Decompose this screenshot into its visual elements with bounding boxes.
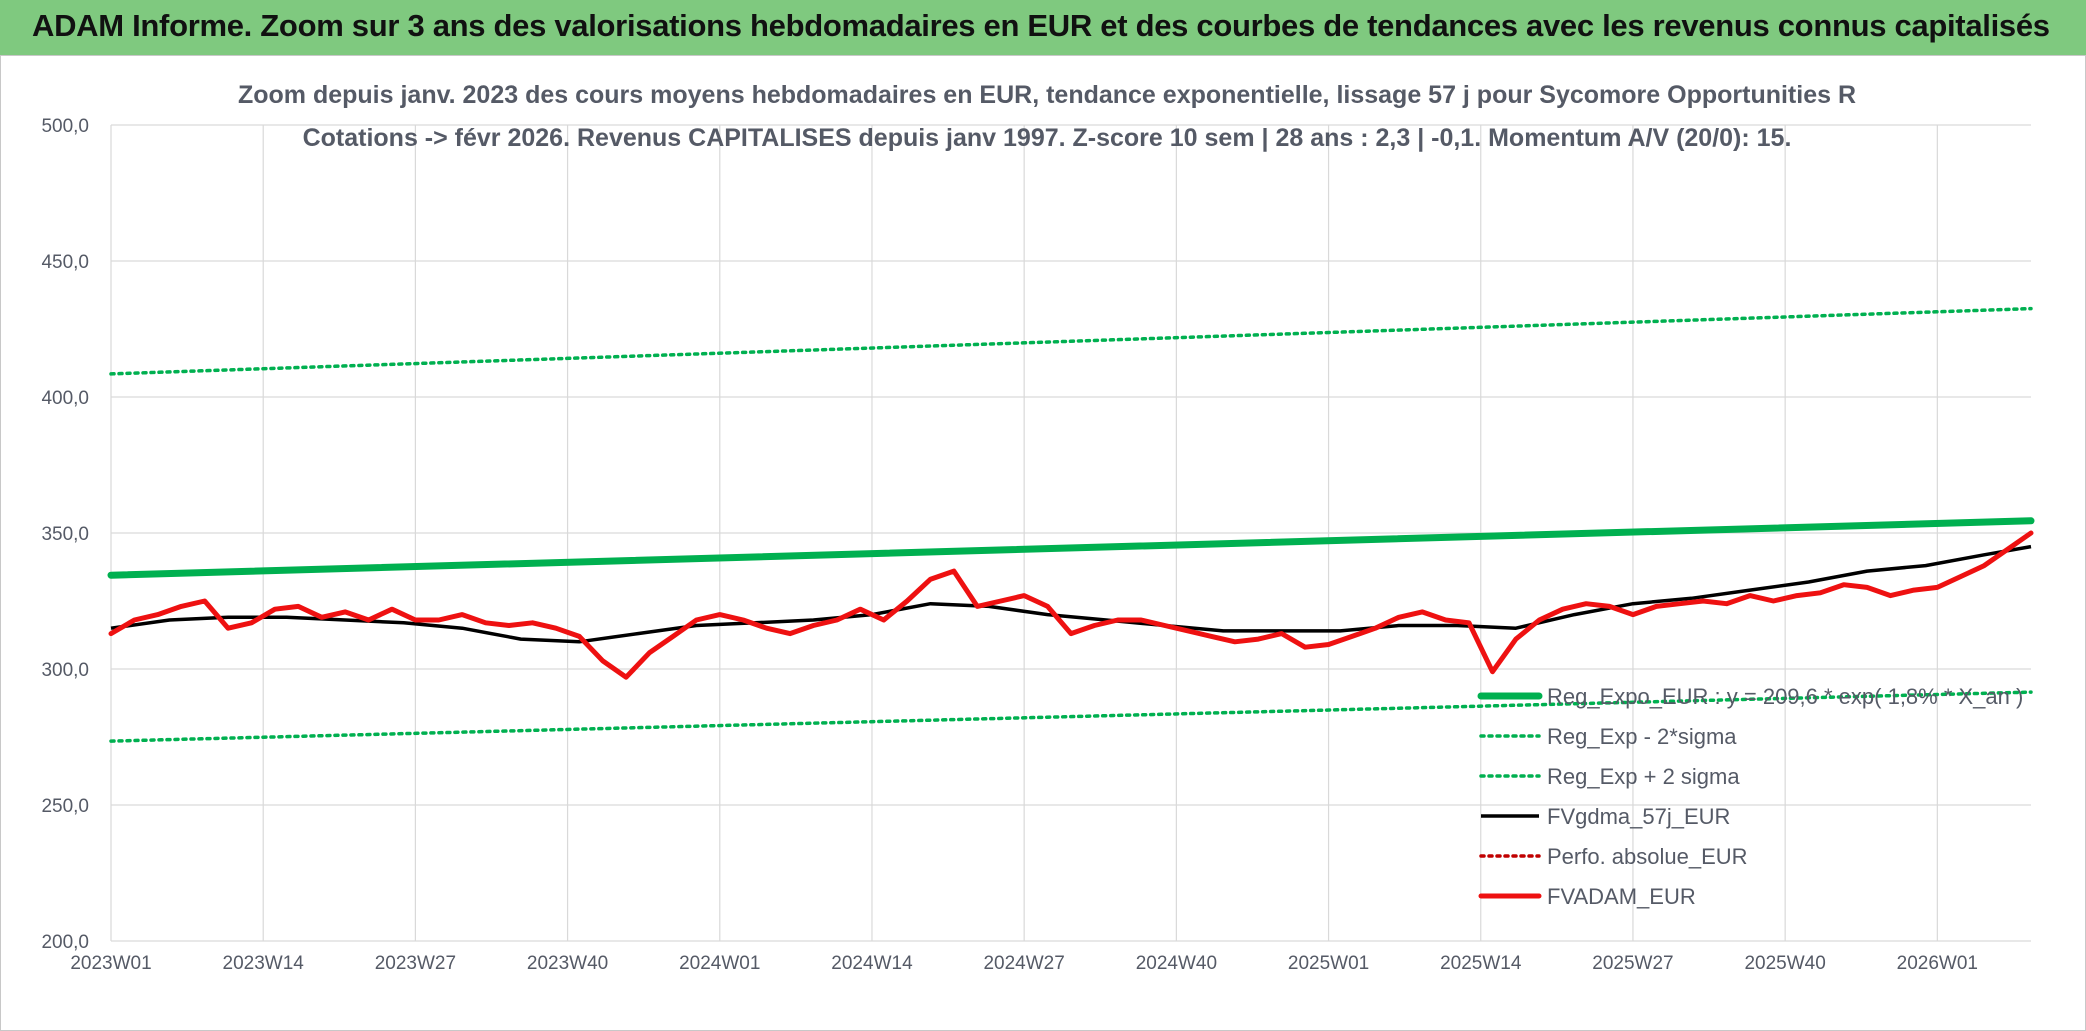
chart-title: Zoom depuis janv. 2023 des cours moyens …: [238, 81, 1856, 109]
legend-label: FVgdma_57j_EUR: [1547, 804, 1730, 829]
report-banner: ADAM Informe. Zoom sur 3 ans des valoris…: [0, 0, 2086, 55]
x-tick-label: 2025W40: [1744, 953, 1825, 974]
x-tick-label: 2024W27: [983, 953, 1064, 974]
series-line-5: [108, 530, 2034, 680]
report-title: ADAM Informe. Zoom sur 3 ans des valoris…: [32, 8, 2050, 43]
x-tick-label: 2024W01: [679, 953, 760, 974]
legend-label: Perfo. absolue_EUR: [1547, 844, 1748, 869]
legend-label: Reg_Expo_EUR : y = 209,6 * exp( 1,8% * X…: [1547, 684, 2023, 709]
series-line-1: [109, 690, 2033, 743]
x-tick-label: 2025W14: [1440, 953, 1522, 974]
y-tick-label: 500,0: [41, 116, 89, 137]
y-tick-label: 200,0: [41, 932, 89, 953]
chart: Zoom depuis janv. 2023 des cours moyens …: [41, 81, 2035, 974]
x-tick-label: 2023W27: [375, 953, 456, 974]
chart-frame: Zoom depuis janv. 2023 des cours moyens …: [0, 55, 2086, 1031]
legend-label: FVADAM_EUR: [1547, 884, 1696, 909]
series-line-2: [109, 306, 2033, 376]
y-tick-label: 250,0: [41, 796, 89, 817]
series-line-3: [110, 544, 2032, 644]
series-line-0: [107, 517, 2035, 579]
x-tick-label: 2025W27: [1592, 953, 1673, 974]
legend-label: Reg_Exp + 2 sigma: [1547, 764, 1740, 789]
legend-label: Reg_Exp - 2*sigma: [1547, 724, 1737, 749]
y-tick-label: 300,0: [41, 660, 89, 681]
x-tick-label: 2025W01: [1288, 953, 1369, 974]
y-tick-label: 350,0: [41, 524, 89, 545]
chart-subtitle: Cotations -> févr 2026. Revenus CAPITALI…: [303, 124, 1792, 152]
x-tick-label: 2026W01: [1897, 953, 1978, 974]
x-tick-label: 2023W01: [70, 953, 151, 974]
x-tick-label: 2023W40: [527, 953, 608, 974]
x-tick-label: 2023W14: [223, 953, 305, 974]
x-tick-label: 2024W40: [1136, 953, 1217, 974]
x-tick-label: 2024W14: [831, 953, 913, 974]
y-tick-label: 450,0: [41, 252, 89, 273]
y-tick-label: 400,0: [41, 388, 89, 409]
